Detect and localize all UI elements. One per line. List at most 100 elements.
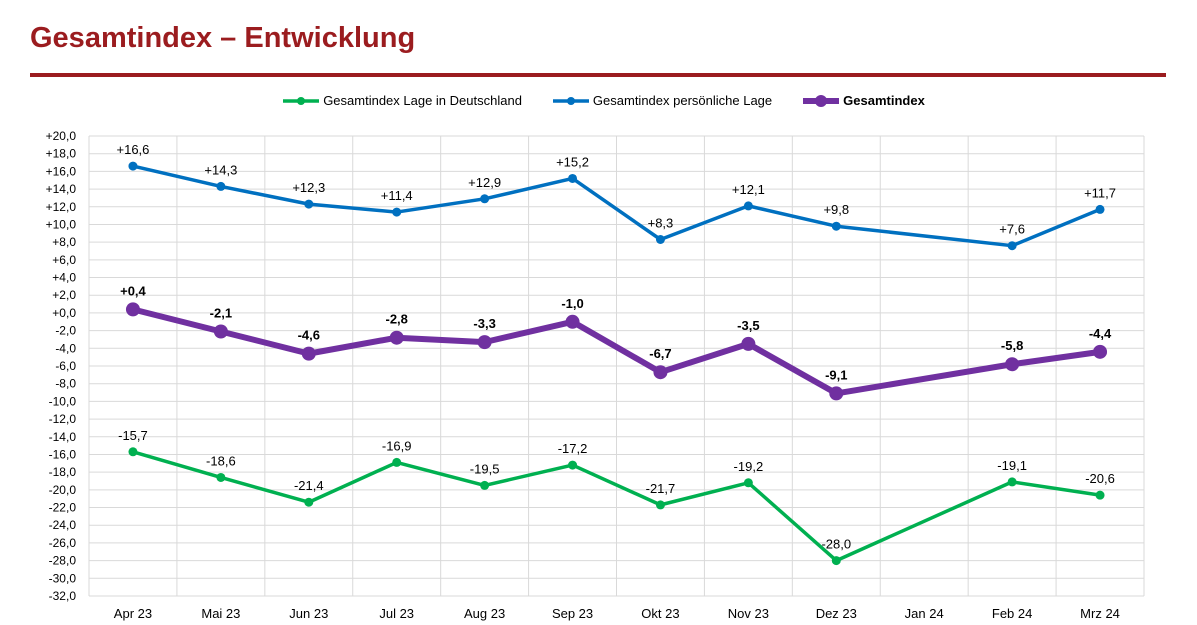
legend-label: Gesamtindex [843, 93, 925, 108]
data-label: -19,5 [470, 461, 500, 476]
y-tick-label: +2,0 [52, 288, 76, 302]
data-point [392, 207, 402, 217]
data-label: -9,1 [825, 367, 847, 382]
data-label: -4,4 [1089, 326, 1112, 341]
data-point [565, 314, 580, 329]
y-tick-label: -28,0 [49, 554, 77, 568]
x-tick-label: Nov 23 [728, 606, 769, 621]
data-label: +11,4 [381, 188, 413, 203]
x-tick-label: Jul 23 [379, 606, 414, 621]
data-point [655, 500, 665, 510]
legend-label: Gesamtindex Lage in Deutschland [323, 93, 522, 108]
data-point [392, 457, 402, 467]
data-point [741, 336, 756, 351]
y-tick-label: +6,0 [52, 253, 76, 267]
x-tick-label: Okt 23 [641, 606, 679, 621]
data-label: -28,0 [821, 537, 851, 552]
data-point [304, 199, 314, 209]
x-tick-label: Mrz 24 [1080, 606, 1120, 621]
data-label: +12,3 [292, 180, 325, 195]
data-point [743, 478, 753, 488]
data-label: -1,0 [561, 296, 583, 311]
data-point [1093, 344, 1108, 359]
y-tick-label: -18,0 [49, 465, 77, 479]
data-label: -6,7 [649, 346, 671, 361]
data-label: -21,7 [646, 481, 676, 496]
y-tick-label: +14,0 [46, 182, 77, 196]
data-point [216, 181, 226, 191]
x-tick-label: Apr 23 [114, 606, 152, 621]
data-label: +12,1 [732, 182, 765, 197]
data-label: -2,1 [210, 306, 232, 321]
data-point [389, 330, 404, 345]
y-tick-label: +8,0 [52, 235, 76, 249]
y-tick-label: -22,0 [49, 501, 77, 515]
y-tick-label: -12,0 [49, 412, 77, 426]
data-point [1007, 477, 1017, 487]
y-tick-label: +10,0 [46, 217, 77, 231]
data-point [829, 386, 844, 401]
x-tick-label: Dez 23 [816, 606, 857, 621]
data-label: -3,3 [473, 316, 495, 331]
data-point [477, 335, 492, 350]
page-title: Gesamtindex – Entwicklung [30, 22, 416, 54]
data-label: +16,6 [117, 142, 150, 157]
data-label: -20,6 [1085, 471, 1115, 486]
y-tick-label: +20,0 [46, 129, 77, 143]
data-point [1005, 357, 1020, 372]
data-label: -4,6 [298, 328, 320, 343]
title-divider [30, 73, 1166, 77]
data-point [1095, 490, 1105, 500]
data-label: -19,1 [997, 458, 1027, 473]
y-tick-label: +16,0 [46, 164, 77, 178]
data-point [743, 201, 753, 211]
y-tick-label: -26,0 [49, 536, 77, 550]
y-tick-label: -16,0 [49, 447, 77, 461]
y-tick-label: -8,0 [55, 377, 76, 391]
chart-legend: Gesamtindex Lage in Deutschland Gesamtin… [0, 93, 1197, 108]
y-tick-label: +18,0 [46, 147, 77, 161]
data-label: -2,8 [386, 312, 408, 327]
y-tick-label: -30,0 [49, 571, 77, 585]
legend-marker-green-icon [283, 96, 320, 105]
data-label: -19,2 [734, 459, 764, 474]
data-point [213, 324, 228, 339]
legend-item-persoenlich: Gesamtindex persönliche Lage [552, 93, 772, 108]
data-label: -21,4 [294, 478, 324, 493]
y-tick-label: -10,0 [49, 394, 77, 408]
data-point [125, 302, 140, 317]
data-label: -5,8 [1001, 338, 1023, 353]
data-point [216, 472, 226, 482]
y-tick-label: -24,0 [49, 518, 77, 532]
y-tick-label: -6,0 [55, 359, 76, 373]
legend-item-gesamtindex: Gesamtindex [802, 93, 925, 108]
data-label: +11,7 [1084, 185, 1116, 200]
y-tick-label: +4,0 [52, 271, 76, 285]
data-point [568, 173, 578, 183]
y-tick-label: -20,0 [49, 483, 77, 497]
x-tick-label: Jun 23 [289, 606, 328, 621]
y-tick-label: +0,0 [52, 306, 76, 320]
data-point [128, 161, 138, 171]
legend-label: Gesamtindex persönliche Lage [592, 93, 773, 108]
x-tick-label: Mai 23 [201, 606, 240, 621]
data-label: +12,9 [468, 175, 501, 190]
y-tick-label: -14,0 [49, 430, 77, 444]
data-label: -15,7 [118, 428, 148, 443]
data-label: +0,4 [120, 283, 146, 298]
x-tick-label: Jan 24 [905, 606, 944, 621]
data-point [480, 194, 490, 204]
data-label: +15,2 [556, 154, 589, 169]
y-tick-label: +12,0 [46, 200, 77, 214]
data-label: -18,6 [206, 453, 236, 468]
data-point [655, 235, 665, 244]
data-label: +7,6 [999, 222, 1025, 237]
data-point [831, 221, 841, 231]
data-point [480, 480, 490, 490]
data-label: -16,9 [382, 438, 412, 453]
y-tick-label: -32,0 [49, 589, 77, 603]
data-point [301, 346, 316, 361]
data-point [568, 460, 578, 470]
y-tick-label: -4,0 [55, 341, 76, 355]
data-label: -3,5 [737, 318, 759, 333]
